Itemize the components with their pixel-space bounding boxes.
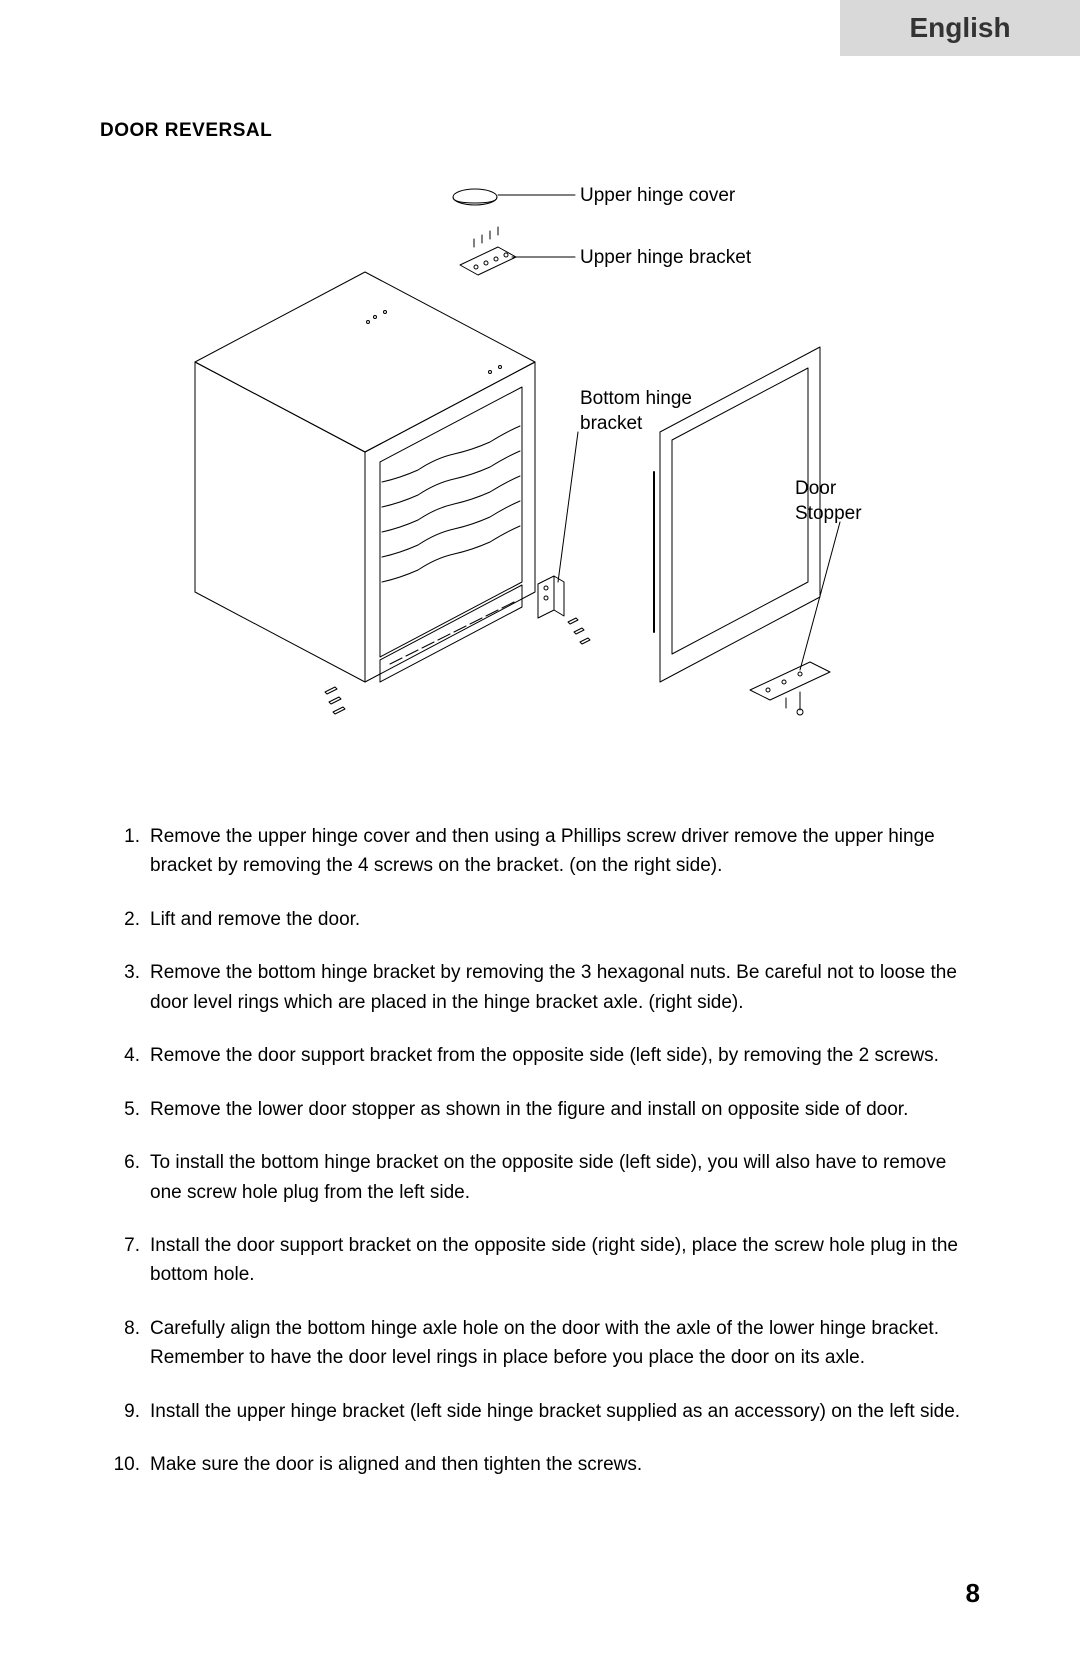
step-text: Carefully align the bottom hinge axle ho… xyxy=(150,1314,980,1373)
step-text: Remove the bottom hinge bracket by remov… xyxy=(150,958,980,1017)
section-title: DOOR REVERSAL xyxy=(100,120,980,142)
step-item: 2.Lift and remove the door. xyxy=(100,905,980,934)
step-number: 3. xyxy=(100,958,150,1017)
language-tab: English xyxy=(840,0,1080,56)
step-text: Lift and remove the door. xyxy=(150,905,360,934)
step-item: 4.Remove the door support bracket from t… xyxy=(100,1041,980,1070)
diagram: Upper hinge cover Upper hinge bracket Bo… xyxy=(140,162,940,782)
step-text: Install the door support bracket on the … xyxy=(150,1231,980,1290)
step-item: 8.Carefully align the bottom hinge axle … xyxy=(100,1314,980,1373)
page-number: 8 xyxy=(966,1578,980,1609)
step-item: 10.Make sure the door is aligned and the… xyxy=(100,1450,980,1479)
language-label: English xyxy=(909,12,1010,44)
step-text: Make sure the door is aligned and then t… xyxy=(150,1450,642,1479)
step-item: 9.Install the upper hinge bracket (left … xyxy=(100,1397,980,1426)
step-item: 1.Remove the upper hinge cover and then … xyxy=(100,822,980,881)
step-number: 7. xyxy=(100,1231,150,1290)
step-text: To install the bottom hinge bracket on t… xyxy=(150,1148,980,1207)
step-number: 6. xyxy=(100,1148,150,1207)
step-text: Remove the door support bracket from the… xyxy=(150,1041,939,1070)
step-number: 9. xyxy=(100,1397,150,1426)
label-upper-hinge-cover: Upper hinge cover xyxy=(580,184,735,209)
step-item: 6.To install the bottom hinge bracket on… xyxy=(100,1148,980,1207)
label-door-stopper: Door Stopper xyxy=(795,477,862,526)
label-upper-hinge-bracket: Upper hinge bracket xyxy=(580,246,751,271)
page-content: DOOR REVERSAL xyxy=(100,120,980,1504)
step-text: Remove the upper hinge cover and then us… xyxy=(150,822,980,881)
step-text: Install the upper hinge bracket (left si… xyxy=(150,1397,960,1426)
step-text: Remove the lower door stopper as shown i… xyxy=(150,1095,908,1124)
step-item: 5.Remove the lower door stopper as shown… xyxy=(100,1095,980,1124)
door-reversal-diagram xyxy=(140,162,940,782)
step-number: 5. xyxy=(100,1095,150,1124)
step-number: 10. xyxy=(100,1450,150,1479)
step-item: 7.Install the door support bracket on th… xyxy=(100,1231,980,1290)
step-number: 2. xyxy=(100,905,150,934)
step-number: 4. xyxy=(100,1041,150,1070)
instruction-steps: 1.Remove the upper hinge cover and then … xyxy=(100,822,980,1480)
steps-list: 1.Remove the upper hinge cover and then … xyxy=(100,822,980,1480)
label-bottom-hinge-bracket: Bottom hinge bracket xyxy=(580,387,692,436)
step-number: 1. xyxy=(100,822,150,881)
step-number: 8. xyxy=(100,1314,150,1373)
step-item: 3.Remove the bottom hinge bracket by rem… xyxy=(100,958,980,1017)
